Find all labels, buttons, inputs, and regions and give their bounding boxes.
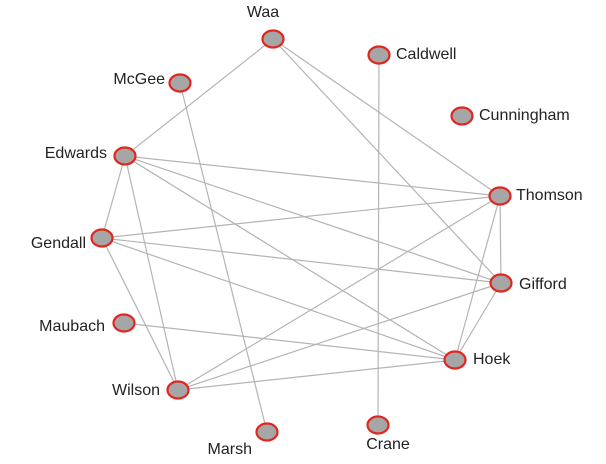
node-label: Gifford	[519, 276, 567, 293]
edge	[124, 155, 179, 391]
edge	[179, 82, 268, 433]
node-label: Gendall	[31, 235, 86, 252]
node-label: Maubach	[39, 318, 105, 335]
edge	[272, 38, 502, 284]
node	[366, 415, 390, 435]
nodes: Waa Caldwell McGee Cunningham Edwards Thomson…	[31, 4, 583, 458]
node-label: Hoek	[473, 351, 511, 368]
edge	[101, 237, 179, 391]
edge	[177, 282, 502, 391]
edge	[454, 282, 502, 361]
node	[113, 146, 137, 166]
node-label: Waa	[247, 4, 279, 21]
edge	[101, 195, 501, 239]
edge	[123, 322, 456, 361]
node	[488, 186, 512, 206]
node-label: Caldwell	[396, 46, 456, 63]
node	[261, 29, 285, 49]
edges	[101, 38, 502, 433]
edge	[272, 38, 501, 197]
edge	[377, 54, 380, 426]
edge	[101, 237, 456, 361]
node	[166, 380, 190, 400]
node	[255, 422, 279, 442]
node-label: Cunningham	[479, 107, 570, 124]
node-label: Thomson	[516, 187, 583, 204]
node	[112, 313, 136, 333]
edge	[177, 359, 456, 391]
edge	[124, 38, 274, 157]
node-label: Crane	[366, 436, 410, 453]
node	[168, 73, 192, 93]
node	[90, 228, 114, 248]
edge	[499, 195, 502, 284]
node-label: Marsh	[208, 441, 252, 458]
edge	[124, 155, 501, 197]
node	[450, 106, 474, 126]
edge	[454, 195, 501, 361]
edge	[124, 155, 456, 361]
edge	[177, 195, 501, 391]
edge	[101, 237, 502, 284]
node	[443, 350, 467, 370]
node-label: Wilson	[112, 382, 160, 399]
node-label: Edwards	[45, 145, 107, 162]
node-label: McGee	[113, 71, 165, 88]
node	[367, 45, 391, 65]
node	[489, 273, 513, 293]
edge	[124, 155, 502, 284]
edge	[101, 155, 126, 239]
